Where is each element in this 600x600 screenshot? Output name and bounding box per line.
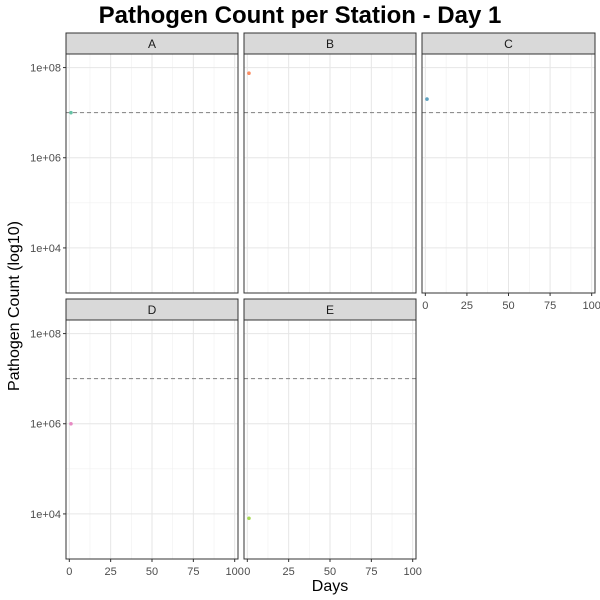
y-tick-label-D-1: 1e+06 — [30, 419, 61, 431]
facet-label-B: B — [326, 37, 334, 51]
y-tick-label-D-0: 1e+04 — [30, 509, 61, 521]
panel-border-A — [65, 53, 239, 294]
x-tick-label-E-4: 100 — [404, 566, 422, 578]
y-tick-label-A-0: 1e+04 — [30, 243, 61, 255]
data-point-E — [247, 516, 251, 521]
y-tick-label-A-1: 1e+06 — [30, 153, 61, 165]
facet-label-D: D — [148, 303, 157, 317]
x-tick-label-D-2: 50 — [146, 566, 158, 578]
x-tick-label-D-3: 75 — [187, 566, 199, 578]
facet-label-E: E — [326, 303, 334, 317]
x-tick-label-E-0: 0 — [244, 566, 250, 578]
data-point-C — [425, 97, 429, 101]
x-tick-label-E-1: 25 — [283, 566, 295, 578]
x-tick-label-C-0: 0 — [422, 300, 428, 312]
x-tick-label-C-4: 100 — [582, 300, 600, 312]
x-axis-label: Days — [311, 578, 349, 595]
data-point-B — [247, 71, 251, 76]
x-tick-label-E-2: 50 — [324, 566, 336, 578]
facet-label-A: A — [148, 37, 156, 51]
x-tick-label-D-0: 0 — [66, 566, 72, 578]
data-point-D — [69, 421, 73, 426]
y-tick-label-A-2: 1e+08 — [30, 63, 61, 75]
facet-label-C: C — [504, 37, 513, 51]
x-tick-label-C-2: 50 — [502, 300, 514, 312]
panel-border-B — [243, 53, 417, 294]
x-tick-label-E-3: 75 — [365, 566, 377, 578]
x-tick-label-C-1: 25 — [461, 300, 473, 312]
x-tick-label-C-3: 75 — [544, 300, 556, 312]
x-tick-label-D-4: 100 — [226, 566, 244, 578]
x-tick-label-D-1: 25 — [105, 566, 117, 578]
data-point-A — [69, 110, 73, 115]
chart-title: Pathogen Count per Station - Day 1 — [98, 2, 502, 29]
y-tick-label-D-2: 1e+08 — [30, 329, 61, 341]
